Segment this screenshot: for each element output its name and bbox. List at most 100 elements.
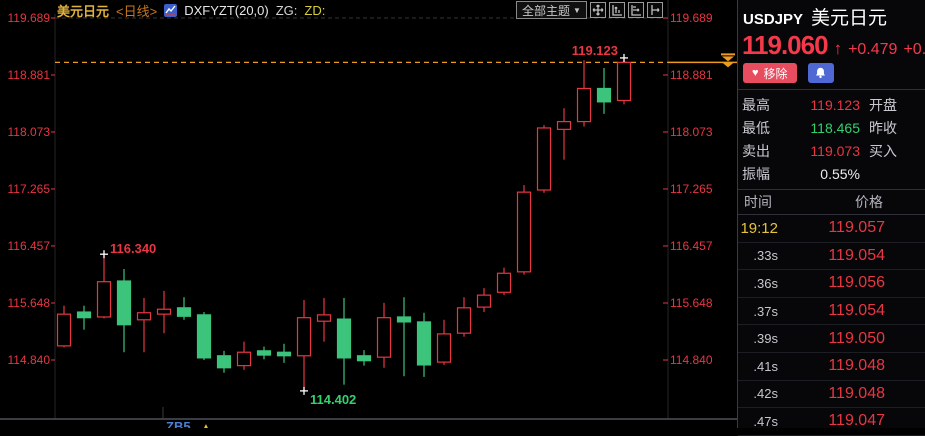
quote-symbol-code: USDJPY	[743, 11, 804, 28]
stat-label: 最高	[742, 96, 770, 113]
candle-body	[436, 333, 452, 363]
tick-price: 119.047	[828, 412, 885, 430]
candle-body	[456, 307, 472, 334]
candle-body	[76, 311, 92, 319]
candle-body	[416, 321, 432, 366]
tick-row[interactable]: .47s 119.047	[738, 408, 925, 436]
y-axis-label-left: 117.265	[8, 182, 51, 196]
shift-right-icon[interactable]	[646, 2, 663, 18]
tick-time: .41s	[753, 358, 778, 374]
zd-label: ZD:	[304, 3, 326, 18]
quote-actions: ♥ 移除	[738, 60, 925, 90]
indicator-name[interactable]: DXFYZT(20,0)	[184, 3, 269, 18]
tick-row[interactable]: .42s 119.048	[738, 381, 925, 409]
stat-label-2: 昨收	[869, 119, 897, 136]
candle-body	[236, 351, 252, 367]
move-icon[interactable]	[589, 2, 606, 18]
chart-symbol-name: 美元日元	[57, 4, 110, 19]
scale-horizontal-icon[interactable]	[627, 2, 644, 18]
candle-body	[296, 317, 312, 357]
candle-body	[536, 127, 552, 191]
y-axis-label-left: 119.689	[8, 11, 51, 25]
chevron-down-icon: ▼	[573, 5, 581, 15]
tick-time: .33s	[753, 248, 778, 264]
alert-button[interactable]	[807, 63, 834, 83]
candle-body	[336, 318, 352, 359]
tick-price: 119.057	[828, 219, 885, 237]
zg-label: ZG:	[275, 3, 298, 18]
remove-button[interactable]: ♥ 移除	[743, 63, 797, 83]
price-annotation: 116.340	[110, 241, 156, 256]
tick-price: 119.050	[828, 329, 885, 347]
tick-price: 119.048	[828, 384, 885, 402]
chart-period[interactable]: <日线>	[116, 4, 158, 19]
candlestick-chart[interactable]: 119.689 119.689 118.881 118.881 118.073 118.0…	[0, 0, 737, 428]
tick-price: 119.056	[828, 274, 885, 292]
tick-price: 119.048	[828, 357, 885, 375]
stat-row: 最低 118.465 昨收	[738, 116, 925, 139]
candle-body	[556, 121, 572, 130]
candle-body	[496, 272, 512, 293]
tick-row[interactable]: .36s 119.056	[738, 270, 925, 298]
remove-button-label: 移除	[763, 66, 788, 81]
candle-body	[576, 87, 592, 123]
quote-symbol-name: 美元日元	[811, 8, 888, 29]
candle-body	[216, 355, 232, 369]
tick-time: .36s	[753, 275, 778, 291]
price-annotation: 119.123	[572, 43, 618, 58]
price-change: +0.479	[848, 41, 898, 58]
y-axis-label-right: 115.648	[670, 296, 713, 310]
stat-row: 振幅 0.55%	[738, 162, 925, 185]
y-axis-label-right: 118.073	[670, 125, 713, 139]
candle-body	[396, 316, 412, 323]
stat-value: 119.073	[810, 142, 860, 159]
time-column-header: 时间	[744, 194, 772, 210]
tick-price: 119.054	[828, 246, 885, 264]
quote-price-row: 119.060 ↑ +0.479 +0.4	[738, 30, 925, 60]
y-axis-label-right: 116.457	[670, 239, 713, 253]
scale-vertical-icon[interactable]	[608, 2, 625, 18]
heart-icon: ♥	[752, 67, 759, 79]
theme-dropdown-label: 全部主题	[522, 3, 571, 18]
y-axis-label-right: 114.840	[670, 353, 713, 367]
tick-time: .42s	[753, 386, 778, 402]
y-axis-label-left: 118.881	[8, 68, 51, 82]
tick-time: 19:12	[740, 219, 778, 237]
tick-row[interactable]: .39s 119.050	[738, 325, 925, 353]
candle-body	[276, 351, 292, 357]
stat-value: 0.55%	[820, 165, 860, 182]
candle-body	[196, 314, 212, 359]
stat-label: 振幅	[742, 165, 770, 182]
tick-time: .47s	[753, 413, 778, 429]
chart-header: 美元日元 <日线> DXFYZT(20,0) ZG: ZD:	[57, 1, 325, 20]
tick-row[interactable]: .37s 119.054	[738, 298, 925, 326]
candle-body	[356, 355, 372, 362]
tick-time: .37s	[753, 303, 778, 319]
tick-price: 119.054	[828, 302, 885, 320]
quote-table-body: 19:12 119.057 .33s 119.054 .36s 119.056 .37s 11…	[738, 215, 925, 436]
quote-header: USDJPY 美元日元	[738, 0, 925, 30]
price-change-percent: +0.4	[903, 41, 925, 58]
candle-body	[616, 61, 632, 102]
theme-dropdown[interactable]: 全部主题 ▼	[516, 1, 587, 19]
tick-row[interactable]: .33s 119.054	[738, 243, 925, 271]
candle-body	[316, 314, 332, 322]
y-axis-label-left: 116.457	[8, 239, 51, 253]
sub-indicator-arrow-icon: ▲	[201, 422, 211, 428]
candle-body	[116, 280, 132, 326]
candle-body	[176, 307, 192, 317]
stats-section: 最高 119.123 开盘 最低 118.465 昨收 卖出 119.073 买入 振幅 0.55%	[738, 90, 925, 190]
indicator-chart-icon	[164, 4, 178, 17]
stat-value: 119.123	[810, 96, 860, 113]
tick-time: .39s	[753, 331, 778, 347]
tick-row[interactable]: .41s 119.048	[738, 353, 925, 381]
y-axis-label-left: 114.840	[8, 353, 51, 367]
candle-body	[96, 281, 112, 318]
stat-label-2: 买入	[869, 142, 897, 159]
tick-row[interactable]: 19:12 119.057	[738, 215, 925, 243]
y-axis-label-right: 119.689	[670, 11, 713, 25]
quote-table-header: 时间 价格	[738, 190, 925, 215]
quote-panel: USDJPY 美元日元 119.060 ↑ +0.479 +0.4 ♥ 移除 最…	[737, 0, 925, 436]
current-price-marker	[721, 53, 735, 56]
y-axis-label-left: 115.648	[8, 296, 51, 310]
